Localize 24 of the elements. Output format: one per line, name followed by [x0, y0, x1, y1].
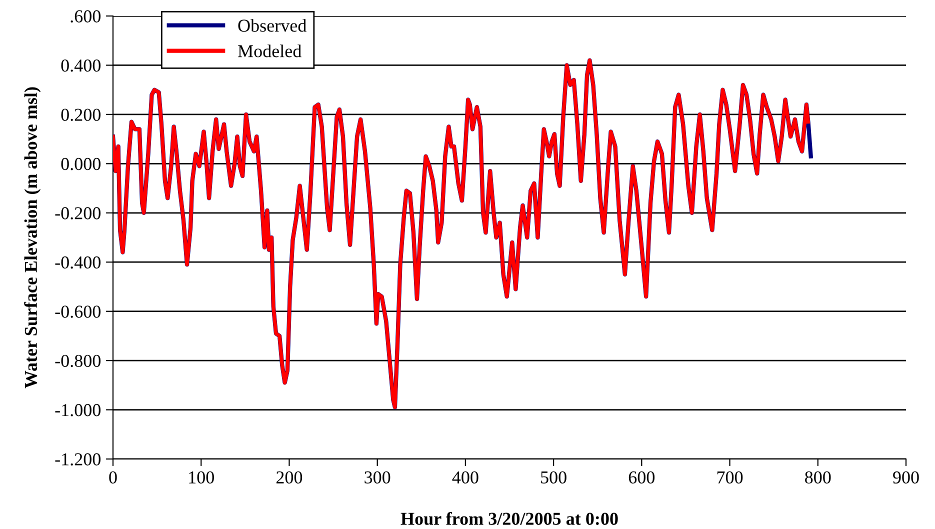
x-tick-label: 600 — [628, 471, 655, 484]
x-tick-label: 800 — [805, 471, 831, 484]
x-tick-label: 300 — [364, 471, 390, 484]
y-tick-label: -0.800 — [55, 354, 101, 368]
y-tick-label: -1.200 — [55, 453, 101, 466]
x-tick-label: 100 — [189, 471, 214, 484]
legend-label: Modeled — [238, 44, 302, 58]
y-tick-label: -1.000 — [55, 404, 101, 416]
legend-label: Observed — [238, 19, 306, 32]
y-tick-label: -0.400 — [55, 256, 101, 269]
x-tick-label: 400 — [452, 471, 478, 484]
x-tick-label: 200 — [276, 471, 302, 484]
y-axis-title: Water Surface Elevation (m above msl) — [24, 87, 41, 388]
y-tick-label: -0.200 — [55, 207, 101, 220]
y-tick-label: 0.200 — [61, 108, 101, 121]
x-axis-title: Hour from 3/20/2005 at 0:00 — [400, 512, 618, 525]
y-tick-label: -0.600 — [55, 306, 101, 318]
x-tick-label: 500 — [541, 471, 566, 484]
x-tick-label: 900 — [893, 471, 919, 484]
x-tick-label: 700 — [717, 471, 743, 484]
y-tick-label: 0.000 — [61, 158, 101, 170]
y-tick-label: .600 — [70, 10, 101, 23]
y-tick-label: 0.400 — [61, 59, 101, 72]
x-tick-label: 0 — [109, 471, 117, 484]
